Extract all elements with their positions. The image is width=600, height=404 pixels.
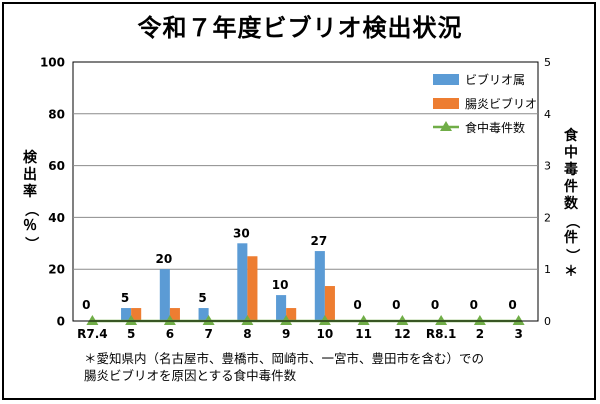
y-tick-label-right: 4 <box>544 108 551 121</box>
marker-food-poisoning <box>280 315 293 325</box>
plot-area <box>72 61 539 322</box>
bar-vibrio-genus <box>159 269 170 321</box>
legend-label: 食中毒件数 <box>465 120 525 135</box>
bar-data-label: 0 <box>82 298 90 312</box>
marker-food-poisoning <box>241 315 254 325</box>
x-tick-label: 10 <box>317 327 334 341</box>
bar-vibrio-parahaemolyticus <box>131 308 142 321</box>
x-tick-label: 12 <box>394 327 411 341</box>
legend-swatch <box>433 98 459 109</box>
y-axis-label-left-char: ％ <box>23 218 37 234</box>
marker-food-poisoning <box>435 315 448 325</box>
bar-data-label: 0 <box>353 298 361 312</box>
x-tick-label: R7.4 <box>77 327 108 341</box>
chart-frame <box>2 2 596 400</box>
marker-food-poisoning <box>125 315 138 325</box>
bar-data-label: 0 <box>392 298 400 312</box>
x-tick-label: R8.1 <box>426 327 457 341</box>
bar-vibrio-genus <box>276 295 287 321</box>
y-axis-label-right-char: 中 <box>564 145 578 161</box>
y-tick-label-right: 0 <box>544 315 551 328</box>
y-axis-label-right-char: 毒 <box>564 162 578 178</box>
legend-label: ビブリオ属 <box>465 72 525 87</box>
bar-data-label: 0 <box>431 298 439 312</box>
x-tick-label: 8 <box>243 327 251 341</box>
marker-food-poisoning <box>202 315 215 325</box>
footnote-line-1: ＊愛知県内（名古屋市、豊橋市、岡崎市、一宮市、豊田市を含む）での <box>84 351 485 366</box>
marker-food-poisoning <box>396 315 409 325</box>
marker-food-poisoning <box>163 315 176 325</box>
bar-data-label: 27 <box>310 234 327 248</box>
bar-data-label: 10 <box>272 278 289 292</box>
y-axis-label-right-char: ＊ <box>564 264 578 280</box>
y-axis-label-left: 検出率（％） <box>19 150 41 252</box>
y-axis-label-left-char: 出 <box>23 167 37 183</box>
bar-data-label: 30 <box>233 226 250 240</box>
bar-vibrio-genus <box>121 308 132 321</box>
y-axis-label-right-char: 件 <box>564 179 578 195</box>
footnote: ＊愛知県内（名古屋市、豊橋市、岡崎市、一宮市、豊田市を含む）での 腸炎ビブリオを… <box>84 350 484 384</box>
y-tick-label-left: 40 <box>48 211 65 225</box>
y-tick-label-right: 1 <box>544 263 551 276</box>
y-tick-label-left: 0 <box>57 315 65 329</box>
y-axis-label-right: 食中毒件数（件）＊ <box>560 128 582 281</box>
bar-vibrio-genus <box>198 308 209 321</box>
y-axis-label-left-char: 検 <box>23 150 37 166</box>
y-axis-label-left-char: 率 <box>23 184 37 200</box>
x-tick-label: 2 <box>476 327 484 341</box>
marker-food-poisoning <box>473 315 486 325</box>
chart-title: 令和７年度ビブリオ検出状況 <box>137 14 463 42</box>
bar-vibrio-parahaemolyticus <box>247 256 258 321</box>
bar-vibrio-genus <box>314 251 325 321</box>
legend-label: 腸炎ビブリオ <box>465 96 537 111</box>
x-tick-label: 7 <box>204 327 212 341</box>
y-tick-label-right: 2 <box>544 211 551 224</box>
y-tick-label-left: 80 <box>48 107 65 121</box>
legend-swatch-marker <box>440 121 452 131</box>
x-tick-label: 9 <box>282 327 290 341</box>
y-axis-label-right-char: 数 <box>564 196 578 212</box>
legend-swatch <box>433 74 459 85</box>
bar-data-label: 0 <box>508 298 516 312</box>
bar-data-label: 5 <box>198 291 206 305</box>
marker-food-poisoning <box>318 315 331 325</box>
y-tick-label-right: 3 <box>544 160 551 173</box>
x-tick-label: 3 <box>514 327 522 341</box>
footnote-line-2: 腸炎ビブリオを原因とする食中毒件数 <box>84 368 297 383</box>
bar-data-label: 20 <box>155 252 172 266</box>
x-tick-label: 6 <box>166 327 174 341</box>
x-tick-label: 11 <box>355 327 372 341</box>
marker-food-poisoning <box>86 315 99 325</box>
marker-food-poisoning <box>512 315 525 325</box>
y-tick-label-left: 20 <box>48 263 65 277</box>
x-tick-label: 5 <box>127 327 135 341</box>
y-axis-label-right-char: 件 <box>564 230 578 246</box>
y-tick-label-right: 5 <box>544 56 551 69</box>
bar-vibrio-genus <box>237 243 248 321</box>
bar-vibrio-parahaemolyticus <box>169 308 180 321</box>
y-axis-label-right-char: 食 <box>564 128 578 144</box>
y-tick-label-left: 100 <box>40 56 65 70</box>
bar-vibrio-parahaemolyticus <box>324 286 335 321</box>
bar-data-label: 5 <box>121 291 129 305</box>
y-tick-label-left: 60 <box>48 159 65 173</box>
bar-data-label: 0 <box>470 298 478 312</box>
marker-food-poisoning <box>357 315 370 325</box>
bar-vibrio-parahaemolyticus <box>286 308 297 321</box>
